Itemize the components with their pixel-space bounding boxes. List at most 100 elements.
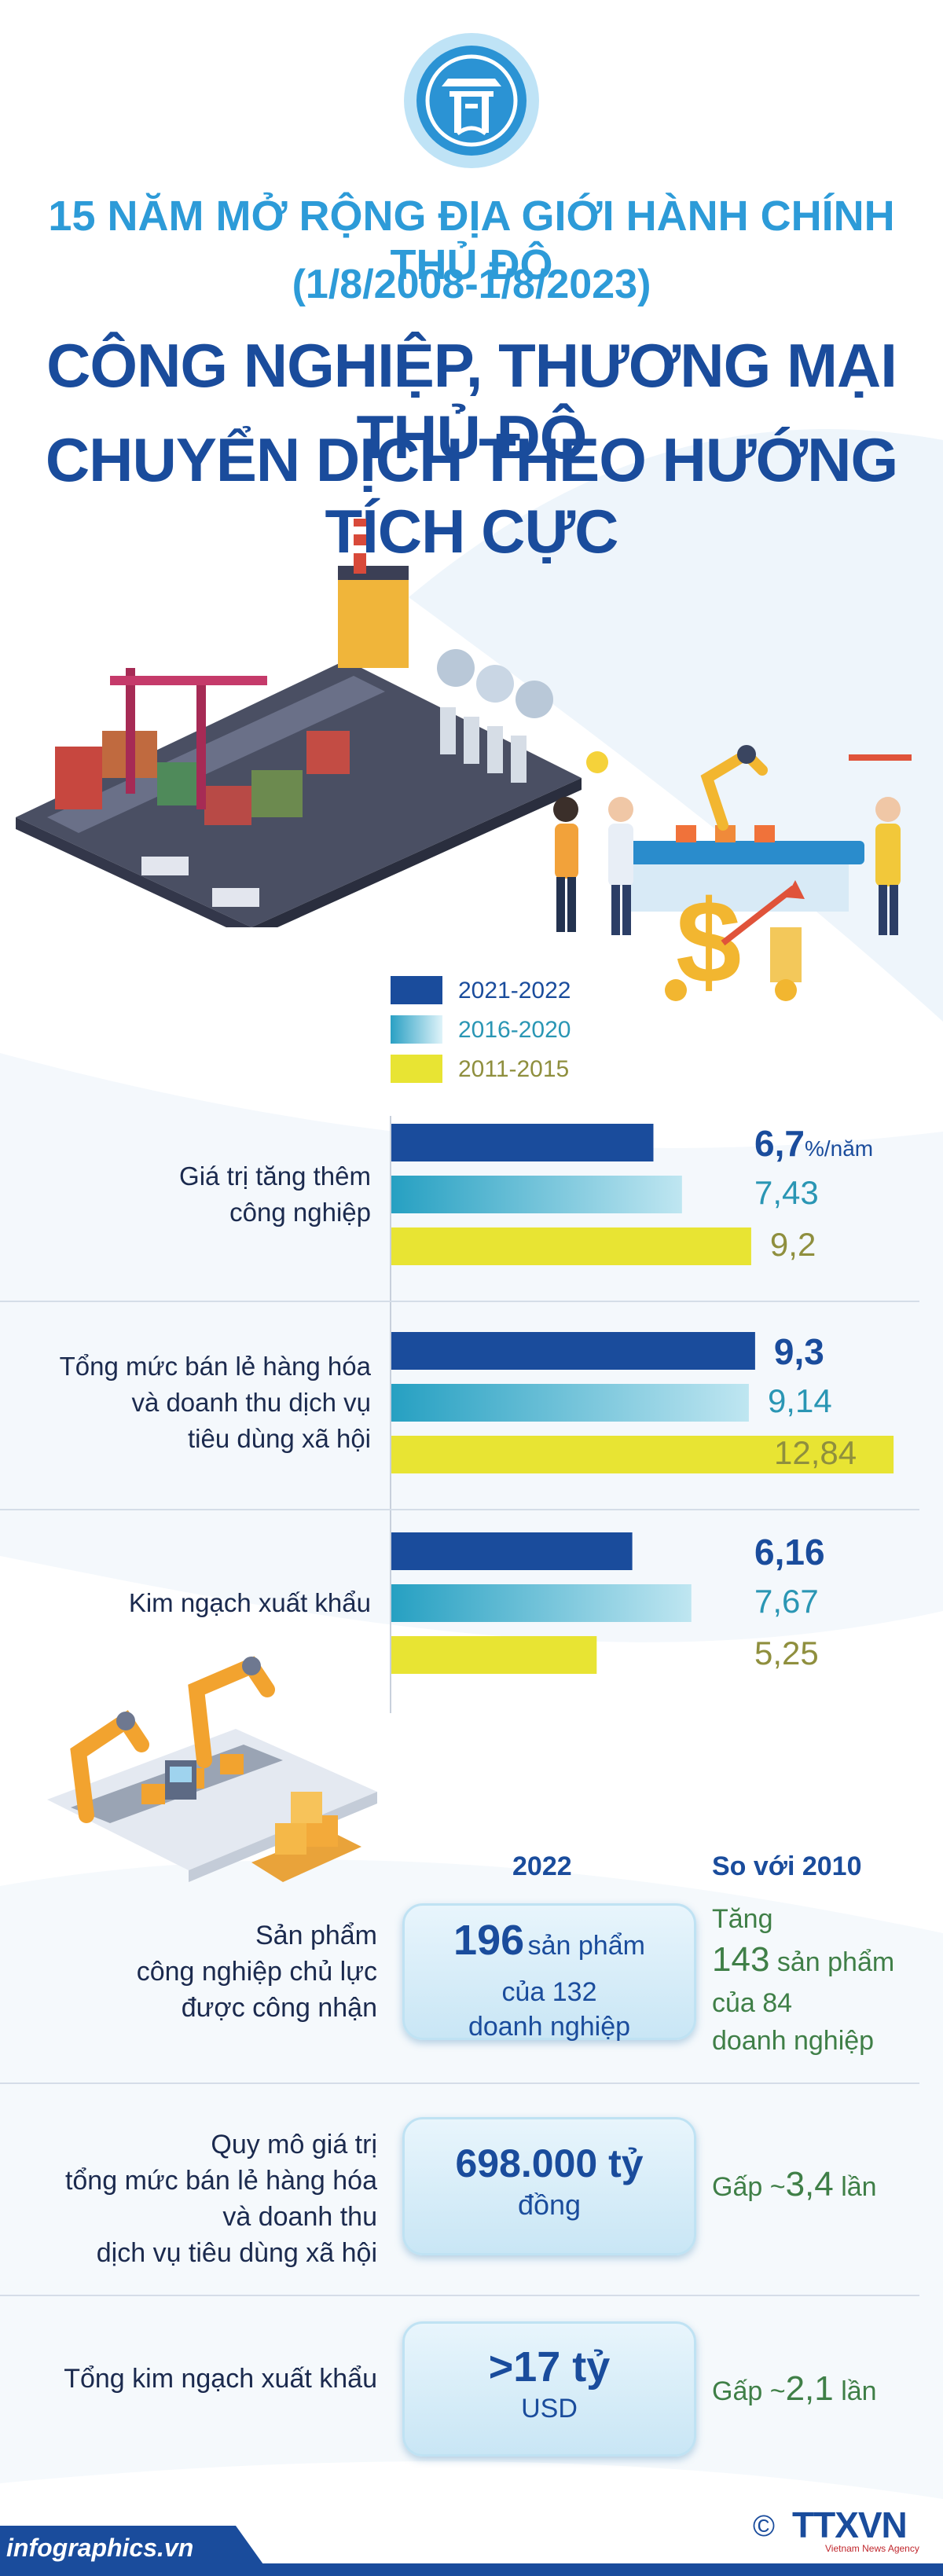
title-line-1: CÔNG NGHIỆP, THƯƠNG MẠI THỦ ĐÔ <box>46 331 897 472</box>
compare-key-products: Tăng 143 sản phẩm của 84 doanh nghiệp <box>712 1900 894 2060</box>
compare-line: của 84 <box>712 1988 793 2018</box>
category-label-line: Giá trị tăng thêm <box>179 1161 371 1191</box>
legend-label: 2021-2022 <box>458 978 571 1004</box>
row-label-line: và doanh thu <box>222 2202 377 2232</box>
brand-name: TTXVN <box>792 2504 908 2545</box>
chart-axis-line <box>390 1116 391 1713</box>
category-label-line: Tổng mức bán lẻ hàng hóa <box>59 1352 371 1381</box>
main-value: >17 tỷ <box>488 2343 611 2391</box>
value-label: 6,16 <box>754 1531 825 1573</box>
compare-value: 3,4 <box>785 2165 834 2204</box>
value-number: 9,3 <box>773 1331 824 1372</box>
value-card-export-total: >17 tỷ USD <box>402 2321 696 2457</box>
compare-value: 2,1 <box>785 2369 834 2408</box>
row-label-export-total: Tổng kim ngạch xuất khẩu <box>0 2361 377 2397</box>
legend-swatch <box>391 1015 442 1044</box>
row-label-line: tổng mức bán lẻ hàng hóa <box>64 2166 377 2196</box>
compare-suffix: lần <box>841 2172 877 2202</box>
chart-group-divider <box>0 1509 919 1510</box>
category-label-line: công nghiệp <box>229 1198 371 1227</box>
compare-line: Tăng <box>712 1904 773 1934</box>
row-label-line: Quy mô giá trị <box>211 2130 377 2160</box>
legend-item-2016-2020: 2016-2020 <box>391 1015 705 1044</box>
row-label-retail-scale: Quy mô giá trị tổng mức bán lẻ hàng hóa … <box>0 2126 377 2271</box>
compare-prefix: Gấp ~ <box>712 2172 786 2202</box>
category-label: Giá trị tăng thêm công nghiệp <box>9 1158 371 1231</box>
brand-subtitle: Vietnam News Agency <box>825 2543 919 2554</box>
legend-swatch <box>391 976 442 1004</box>
robotic-arm-illustration <box>47 1656 377 1882</box>
chart-bars-svg <box>0 1116 919 1713</box>
row-label-line: dịch vụ tiêu dùng xã hội <box>96 2238 377 2268</box>
subtitle-line-2: (1/8/2008-1/8/2023) <box>292 262 651 307</box>
bar-2011-2015 <box>391 1227 751 1265</box>
main-unit: sản phẩm <box>527 1931 645 1961</box>
row-divider <box>0 2295 919 2296</box>
business-automation-illustration: $ <box>553 745 912 1006</box>
industrial-port-illustration <box>16 519 582 927</box>
category-label-line: Kim ngạch xuất khẩu <box>128 1588 371 1617</box>
footer-banner-shape <box>0 2526 267 2570</box>
bar-2021-2022 <box>391 1332 755 1370</box>
row-label-line: Sản phẩm <box>255 1921 377 1950</box>
bar-2016-2020 <box>391 1176 682 1213</box>
column-header-compare-2010: So với 2010 <box>712 1851 862 1881</box>
main-sub-2: doanh nghiệp <box>468 2012 631 2042</box>
legend-swatch <box>391 1055 442 1083</box>
value-label: 7,67 <box>754 1583 819 1620</box>
copyright-mark: © <box>753 2510 775 2543</box>
legend-label: 2011-2015 <box>458 1056 570 1082</box>
compare-retail-scale: Gấp ~3,4 lần <box>712 2166 877 2206</box>
value-number: 7,67 <box>754 1583 819 1620</box>
value-label: 9,3 <box>774 1330 824 1373</box>
value-label: 5,25 <box>754 1635 819 1672</box>
column-header-2022: 2022 <box>512 1851 572 1881</box>
main-sub-1: USD <box>521 2394 578 2424</box>
value-number: 5,25 <box>754 1635 819 1671</box>
compare-prefix: Gấp ~ <box>712 2376 786 2406</box>
bar-2016-2020 <box>391 1584 692 1622</box>
ttxvn-logo: © TTXVN Vietnam News Agency <box>753 2504 934 2559</box>
value-number: 9,2 <box>769 1226 816 1263</box>
chart-group-divider <box>0 1301 919 1302</box>
value-number: 7,43 <box>754 1174 819 1211</box>
growth-bar-chart: Giá trị tăng thêm công nghiệp 6,7%/năm 7,43… <box>0 1100 943 1729</box>
row-label-line: Tổng kim ngạch xuất khẩu <box>64 2364 377 2394</box>
value-label: 7,43 <box>754 1174 819 1212</box>
legend-item-2021-2022: 2021-2022 <box>391 976 705 1004</box>
compare-value: 143 <box>712 1940 770 1979</box>
footer-site-link[interactable]: infographics.vn <box>6 2534 194 2562</box>
bar-2011-2015 <box>391 1636 597 1674</box>
compare-unit: sản phẩm <box>776 1947 895 1977</box>
value-label: 12,84 <box>774 1434 857 1472</box>
bar-2021-2022 <box>391 1124 654 1161</box>
title-line-2: CHUYỂN DỊCH THEO HƯỚNG TÍCH CỰC <box>45 425 898 566</box>
row-label-line: được công nhận <box>181 1993 377 2023</box>
legend-label: 2016-2020 <box>458 1017 571 1043</box>
hanoi-emblem-icon <box>404 33 539 168</box>
subtitle-line-1: 15 NĂM MỞ RỘNG ĐỊA GIỚI HÀNH CHÍNH THỦ Đ… <box>48 193 895 288</box>
value-label: 6,7%/năm <box>754 1122 873 1165</box>
bar-2021-2022 <box>391 1532 633 1570</box>
main-value: 196 <box>453 1917 525 1964</box>
value-card-key-products: 196 sản phẩm của 132 doanh nghiệp <box>402 1903 696 2042</box>
compare-line: 143 sản phẩm <box>712 1938 894 1984</box>
category-label-line: và doanh thu dịch vụ <box>131 1388 371 1417</box>
compare-suffix: lần <box>841 2376 877 2406</box>
row-divider <box>0 2082 919 2084</box>
legend-item-2011-2015: 2011-2015 <box>391 1055 705 1083</box>
category-label: Tổng mức bán lẻ hàng hóa và doanh thu dịc… <box>9 1349 371 1457</box>
compare-line: doanh nghiệp <box>712 2026 875 2056</box>
value-number: 6,7 <box>754 1123 805 1164</box>
bar-2011-2015 <box>391 1436 894 1473</box>
value-label: 9,14 <box>768 1382 832 1420</box>
value-card-retail-scale: 698.000 tỷ đồng <box>402 2117 696 2255</box>
footer-site-banner: infographics.vn <box>0 2526 283 2570</box>
value-label: 9,2 <box>770 1226 816 1264</box>
row-label-line: công nghiệp chủ lực <box>136 1957 377 1987</box>
main-value: 698.000 tỷ <box>455 2141 644 2185</box>
main-sub-1: đồng <box>517 2189 582 2221</box>
category-label: Kim ngạch xuất khẩu <box>9 1585 371 1621</box>
row-label-key-products: Sản phẩm công nghiệp chủ lực được công n… <box>0 1917 377 2026</box>
main-sub-1: của 132 <box>501 1977 597 2007</box>
